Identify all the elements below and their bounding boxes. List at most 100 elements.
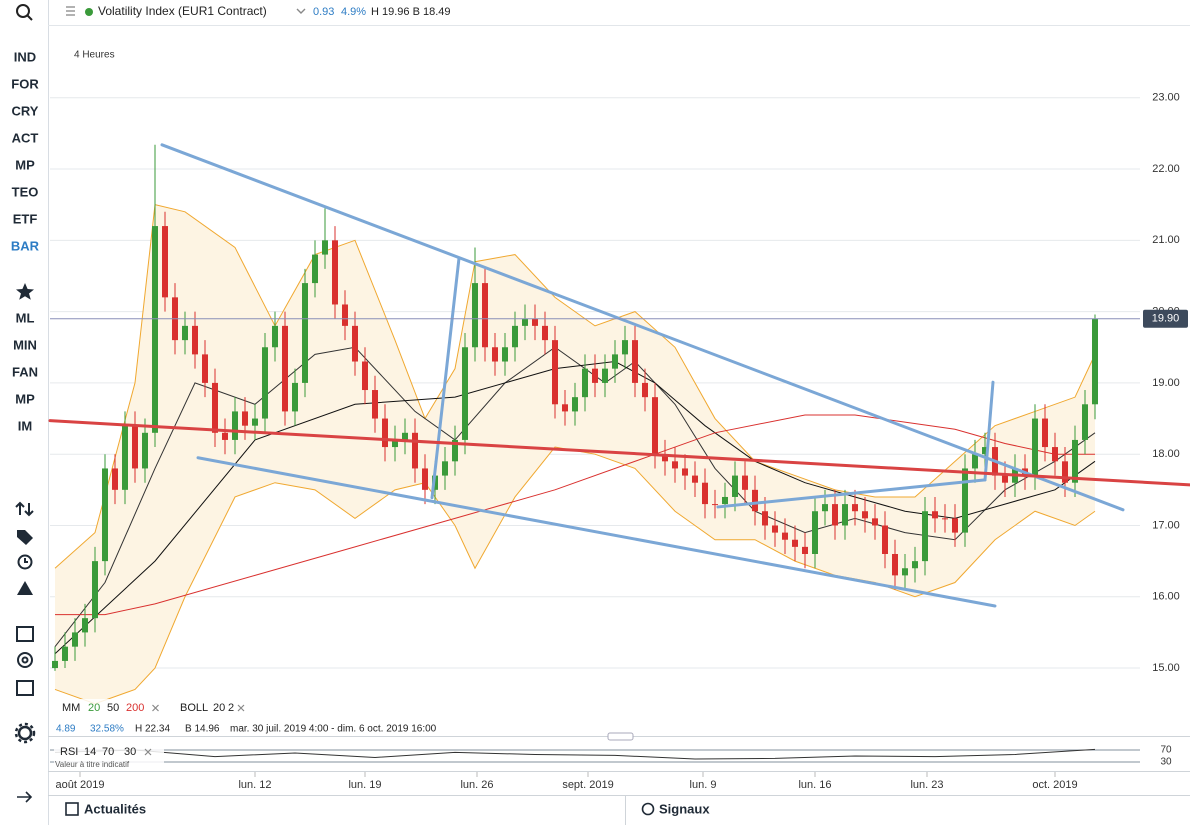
market-tab[interactable]: TEO (12, 184, 39, 199)
rsi-period[interactable]: 14 (84, 746, 96, 758)
candle-body (242, 411, 248, 426)
ma-period[interactable]: 20 (88, 702, 100, 714)
rsi-upper[interactable]: 70 (102, 746, 114, 758)
moving-average (54, 360, 1096, 655)
candle-body (342, 304, 348, 326)
candle-body (142, 432, 148, 469)
candle-body (602, 368, 608, 383)
ma-period[interactable]: 50 (107, 702, 119, 714)
candle-body (562, 404, 568, 412)
signal-icon[interactable] (17, 652, 33, 668)
candle-body (682, 468, 688, 476)
candle-body (672, 461, 678, 469)
candle-body (392, 439, 398, 448)
news-tab[interactable]: Actualités (84, 801, 146, 816)
candle-body (652, 397, 658, 455)
candle-body (152, 226, 158, 433)
tool-tab[interactable]: IM (18, 418, 32, 433)
ma-period[interactable]: 200 (126, 702, 144, 714)
candle-body (1042, 418, 1048, 448)
candle-body (852, 504, 858, 512)
news-icon[interactable] (16, 626, 34, 642)
candle-body (1062, 461, 1068, 483)
candle-body (102, 468, 108, 562)
alert-icon[interactable] (17, 581, 33, 595)
expand-icon[interactable] (17, 791, 33, 803)
candle-body (882, 525, 888, 554)
candle-body (772, 525, 778, 533)
dropdown-icon[interactable] (296, 8, 306, 14)
last-price-label: 19.90 (1152, 313, 1180, 325)
history-icon[interactable] (17, 554, 33, 570)
candle-body (592, 368, 598, 383)
trendline (716, 478, 987, 509)
panel-handle[interactable] (607, 732, 634, 741)
candle-body (472, 283, 478, 348)
candle-body (692, 475, 698, 483)
favorites-icon[interactable] (16, 283, 34, 300)
news-tab-icon (65, 802, 79, 816)
candle-body (62, 646, 68, 661)
market-tab[interactable]: ACT (12, 130, 39, 145)
instrument-title[interactable]: Volatility Index (EUR1 Contract) (98, 4, 267, 18)
candle-body (282, 325, 288, 412)
candle-body (582, 368, 588, 398)
settings-icon[interactable] (14, 722, 36, 744)
x-tick-label: lun. 26 (460, 779, 493, 791)
menu-icon[interactable] (66, 6, 75, 16)
candle-body (832, 504, 838, 526)
header-change-pct: 4.9% (341, 6, 366, 18)
trendline (430, 256, 461, 500)
market-tab[interactable]: CRY (12, 103, 39, 118)
candle-body (892, 553, 898, 576)
status-dot (85, 8, 93, 16)
y-tick-label: 16.00 (1152, 591, 1180, 603)
candle-body (232, 411, 238, 440)
remove-ma[interactable] (152, 704, 159, 712)
rsi-lower[interactable]: 30 (124, 746, 136, 758)
candle-body (792, 539, 798, 547)
y-tick-label: 18.00 (1152, 448, 1180, 460)
candle-body (642, 382, 648, 398)
candle-body (552, 340, 558, 405)
candle-body (382, 418, 388, 448)
candle-body (352, 325, 358, 362)
candle-body (82, 618, 88, 633)
market-tab[interactable]: IND (14, 49, 36, 64)
boll-period[interactable]: 20 (213, 702, 225, 714)
market-tab[interactable]: BAR (11, 238, 40, 253)
tag-icon[interactable] (17, 530, 33, 545)
candle-body (802, 546, 808, 554)
signals-tab[interactable]: Signaux (659, 801, 710, 816)
market-tab[interactable]: FOR (11, 76, 39, 91)
sort-icon[interactable] (15, 501, 34, 517)
bollinger-lower (54, 446, 1096, 705)
ma-label: MM (62, 702, 80, 714)
candle-body (1032, 418, 1038, 476)
y-tick-label: 23.00 (1152, 92, 1180, 104)
remove-rsi[interactable] (144, 748, 152, 756)
candle-body (1092, 318, 1098, 405)
candle-body (322, 240, 328, 255)
boll-width[interactable]: 2 (228, 702, 234, 714)
calendar-icon[interactable] (16, 680, 34, 696)
header-change: 0.93 (313, 6, 334, 18)
remove-boll[interactable] (237, 704, 245, 712)
info-high: H 22.34 (135, 724, 170, 735)
candle-body (372, 390, 378, 419)
tool-tab[interactable]: FAN (12, 364, 38, 379)
tool-tab[interactable]: MIN (13, 337, 37, 352)
candle-body (52, 660, 58, 669)
candle-body (782, 532, 788, 540)
x-tick-label: août 2019 (56, 779, 105, 791)
candle-body (952, 518, 958, 533)
candle-body (1052, 447, 1058, 462)
tool-tab[interactable]: MP (15, 391, 35, 406)
candle-body (912, 561, 918, 569)
market-tab[interactable]: ETF (13, 211, 38, 226)
search-icon[interactable] (16, 4, 33, 21)
tool-tab[interactable]: ML (16, 310, 35, 325)
candle-body (512, 325, 518, 348)
candle-body (192, 325, 198, 355)
market-tab[interactable]: MP (15, 157, 35, 172)
